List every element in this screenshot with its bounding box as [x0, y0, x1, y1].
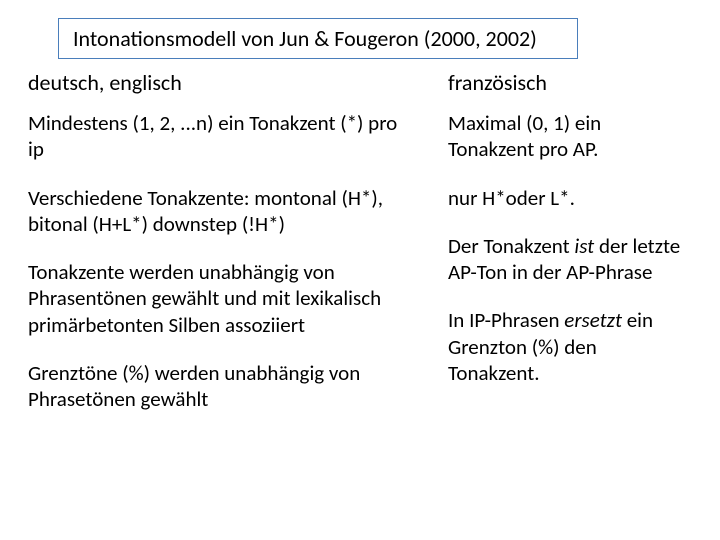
- right-row-4: In IP-Phrasen ersetzt ein Grenzton (%) d…: [448, 307, 692, 386]
- title-box: Intonationsmodell von Jun & Fougeron (20…: [58, 18, 578, 59]
- columns: deutsch, englisch Mindestens (1, 2, ...n…: [28, 67, 692, 434]
- column-left: deutsch, englisch Mindestens (1, 2, ...n…: [28, 67, 398, 434]
- left-row-2: Verschiedene Tonakzente: montonal (H*), …: [28, 185, 398, 238]
- right-row-3a: Der Tonakzent: [448, 233, 574, 259]
- left-header: deutsch, englisch: [28, 69, 398, 96]
- left-row-3: Tonakzente werden unabhängig von Phrasen…: [28, 259, 398, 338]
- column-right: französisch Maximal (0, 1) ein Tonakzent…: [428, 67, 692, 434]
- right-row-2: nur H*oder L*.: [448, 185, 692, 211]
- right-row-4a: In IP-Phrasen: [448, 307, 564, 333]
- title-text: Intonationsmodell von Jun & Fougeron (20…: [73, 25, 537, 52]
- right-row-3: Der Tonakzent ist der letzte AP-Ton in d…: [448, 233, 692, 286]
- right-header: französisch: [448, 69, 692, 96]
- right-row-1: Maximal (0, 1) ein Tonakzent pro AP.: [448, 110, 692, 163]
- slide: Intonationsmodell von Jun & Fougeron (20…: [0, 0, 720, 452]
- right-row-4b: ersetzt: [564, 307, 622, 333]
- left-row-1: Mindestens (1, 2, ...n) ein Tonakzent (*…: [28, 110, 398, 163]
- left-row-4: Grenztöne (%) werden unabhängig von Phra…: [28, 360, 398, 413]
- right-row-3b: ist: [574, 233, 594, 259]
